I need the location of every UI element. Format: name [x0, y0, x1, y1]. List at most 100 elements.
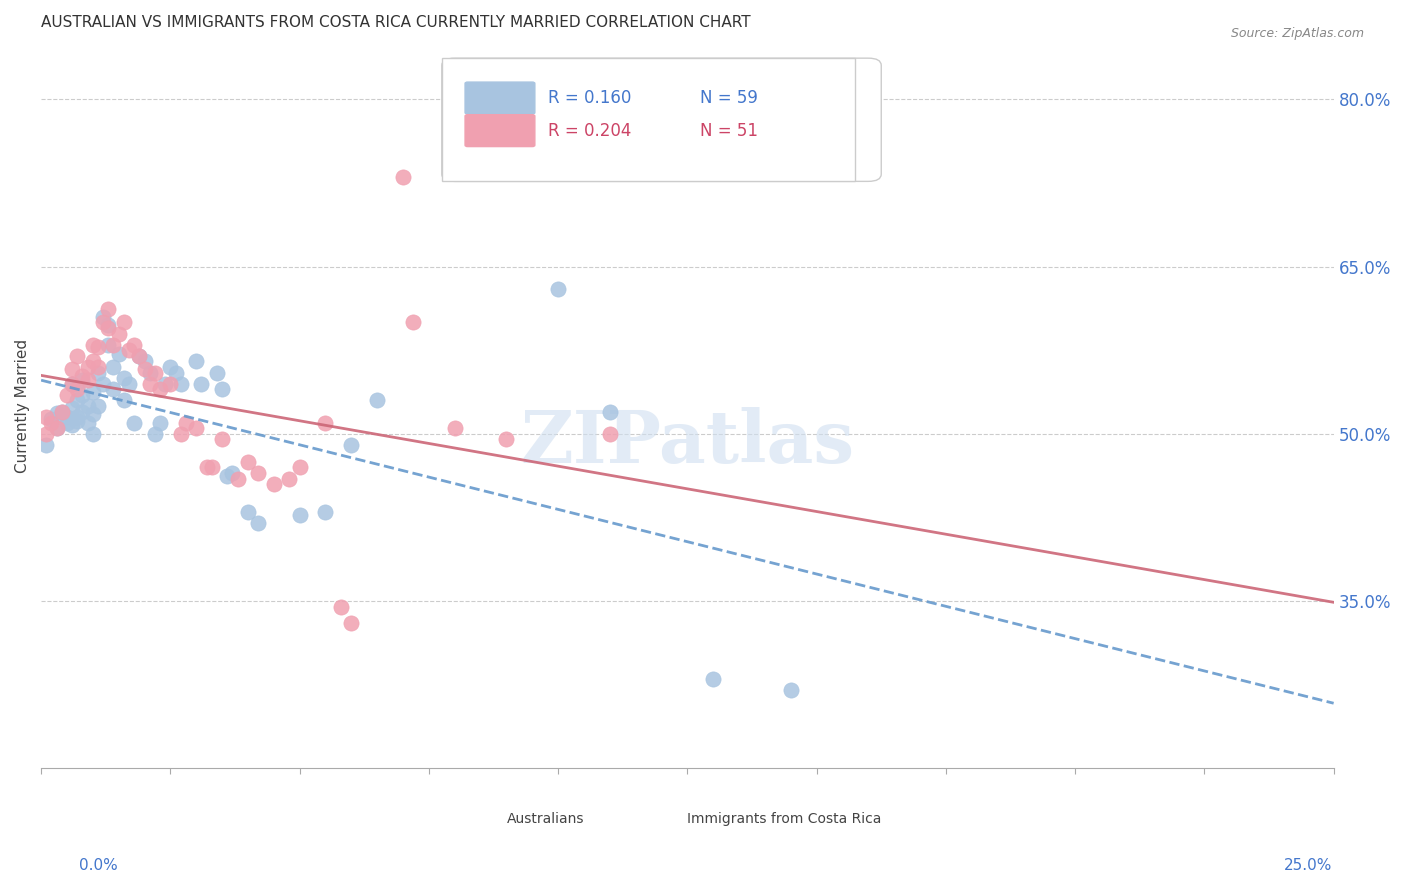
Point: [82, 354, 104, 368]
Text: AUSTRALIAN VS IMMIGRANTS FROM COSTA RICA CURRENTLY MARRIED CORRELATION CHART: AUSTRALIAN VS IMMIGRANTS FROM COSTA RICA…: [41, 15, 751, 30]
Point: [314, 416, 336, 430]
Point: [547, 282, 569, 296]
Point: [443, 421, 465, 435]
Point: [103, 359, 125, 374]
Point: [82, 407, 104, 421]
Point: [247, 516, 270, 530]
Point: [91, 310, 114, 324]
Point: [190, 376, 212, 391]
Point: [128, 349, 150, 363]
Point: [56, 388, 79, 402]
Point: [495, 433, 517, 447]
Point: [45, 406, 67, 420]
Point: [103, 382, 125, 396]
Point: [143, 426, 166, 441]
Point: [35, 426, 58, 441]
Point: [221, 466, 243, 480]
Point: [392, 170, 415, 185]
FancyBboxPatch shape: [441, 58, 882, 181]
Point: [779, 683, 801, 698]
Point: [159, 359, 181, 374]
Point: [60, 362, 83, 376]
Text: N = 51: N = 51: [700, 121, 758, 140]
Point: [103, 337, 125, 351]
FancyBboxPatch shape: [458, 805, 496, 830]
Point: [66, 349, 89, 363]
Point: [91, 315, 114, 329]
Point: [51, 404, 73, 418]
Point: [288, 460, 311, 475]
Point: [35, 438, 58, 452]
Point: [87, 366, 110, 380]
Point: [72, 388, 94, 402]
Point: [45, 421, 67, 435]
Point: [107, 346, 129, 360]
Point: [211, 382, 233, 396]
Text: Immigrants from Costa Rica: Immigrants from Costa Rica: [688, 812, 882, 826]
Point: [195, 460, 218, 475]
Point: [226, 471, 249, 485]
Point: [128, 349, 150, 363]
Point: [122, 416, 145, 430]
Point: [76, 399, 98, 413]
Point: [97, 321, 120, 335]
Point: [97, 337, 120, 351]
Point: [66, 413, 89, 427]
Point: [97, 301, 120, 316]
Point: [278, 471, 301, 485]
Point: [56, 416, 79, 430]
Text: Australians: Australians: [506, 812, 583, 826]
Point: [97, 318, 120, 332]
Point: [288, 508, 311, 523]
Point: [205, 366, 228, 380]
Point: [112, 315, 135, 329]
Point: [66, 410, 89, 425]
Point: [314, 505, 336, 519]
Point: [153, 376, 176, 391]
Point: [186, 421, 208, 435]
Point: [236, 505, 259, 519]
Text: N = 59: N = 59: [700, 89, 758, 107]
Point: [76, 416, 98, 430]
Text: Source: ZipAtlas.com: Source: ZipAtlas.com: [1230, 27, 1364, 40]
Point: [247, 466, 270, 480]
Point: [66, 382, 89, 396]
Point: [702, 672, 724, 686]
Point: [340, 616, 363, 631]
Point: [60, 376, 83, 391]
Point: [35, 410, 58, 425]
FancyBboxPatch shape: [465, 82, 534, 114]
Point: [118, 376, 141, 391]
Text: R = 0.204: R = 0.204: [548, 121, 631, 140]
Point: [170, 426, 193, 441]
Point: [41, 416, 63, 430]
Point: [72, 373, 94, 387]
Point: [236, 455, 259, 469]
Point: [82, 337, 104, 351]
Point: [60, 417, 83, 432]
Point: [60, 376, 83, 391]
Point: [134, 354, 156, 368]
Point: [165, 366, 187, 380]
Point: [143, 366, 166, 380]
Point: [41, 412, 63, 426]
Text: R = 0.160: R = 0.160: [548, 89, 631, 107]
Point: [72, 404, 94, 418]
Text: 0.0%: 0.0%: [79, 858, 118, 872]
Point: [87, 340, 110, 354]
Point: [82, 384, 104, 399]
Text: 25.0%: 25.0%: [1284, 858, 1331, 872]
Point: [87, 359, 110, 374]
Point: [138, 366, 160, 380]
Point: [134, 362, 156, 376]
Point: [340, 438, 363, 452]
FancyBboxPatch shape: [652, 805, 690, 830]
Point: [201, 460, 224, 475]
Point: [87, 399, 110, 413]
Text: ZIPatlas: ZIPatlas: [520, 407, 855, 478]
Point: [76, 359, 98, 374]
Point: [91, 376, 114, 391]
Point: [138, 376, 160, 391]
Point: [112, 371, 135, 385]
Point: [51, 404, 73, 418]
